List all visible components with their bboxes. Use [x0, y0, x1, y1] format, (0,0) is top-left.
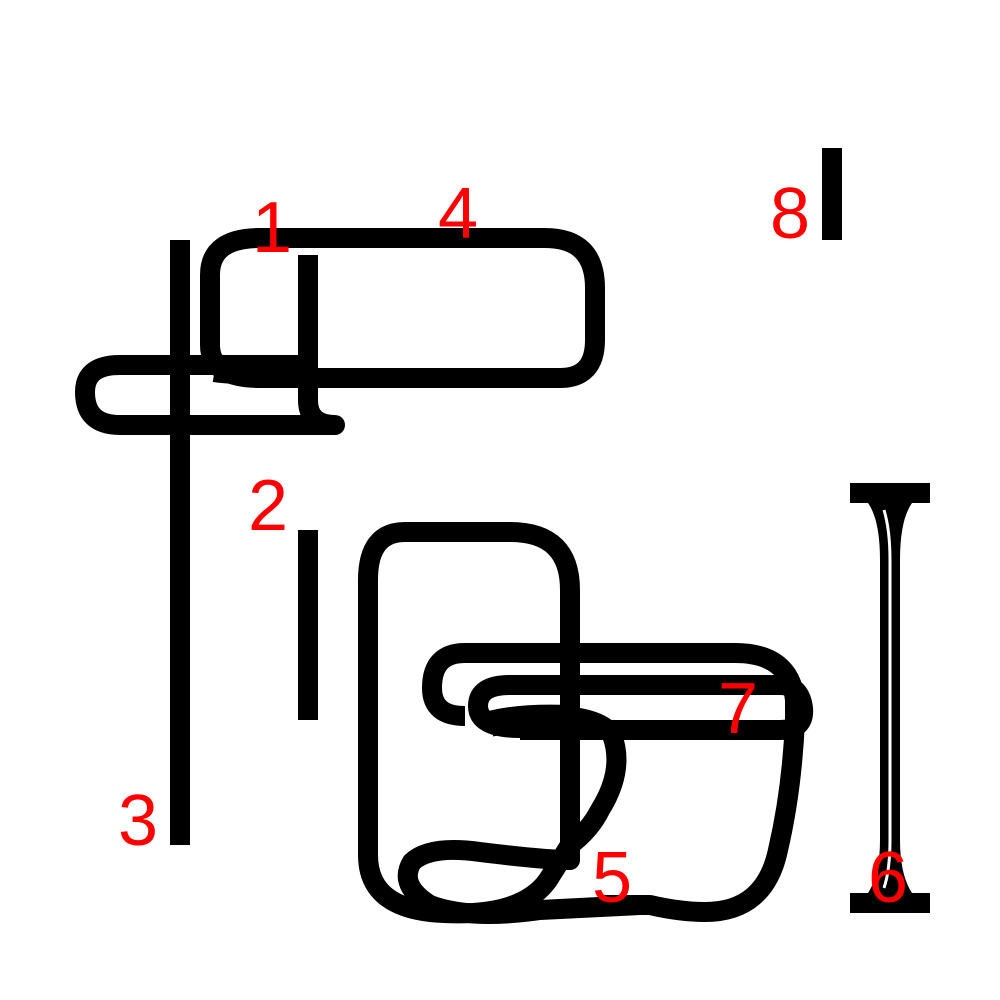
label-4: 4 [438, 174, 478, 254]
shape-7-junction [486, 704, 571, 737]
label-2: 2 [248, 466, 288, 546]
shape-7-body [600, 719, 805, 922]
shape-7-outer [422, 643, 805, 726]
label-6: 6 [868, 838, 908, 918]
label-8: 8 [770, 174, 810, 254]
shape-4 [200, 228, 605, 388]
label-3: 3 [118, 781, 158, 861]
shape-4-junction [212, 354, 301, 385]
shape-1 [75, 255, 345, 435]
label-1: 1 [252, 188, 292, 268]
shape-6 [850, 483, 930, 913]
shape-5-curl [397, 690, 641, 924]
label-7: 7 [718, 669, 758, 749]
label-5: 5 [592, 838, 632, 918]
